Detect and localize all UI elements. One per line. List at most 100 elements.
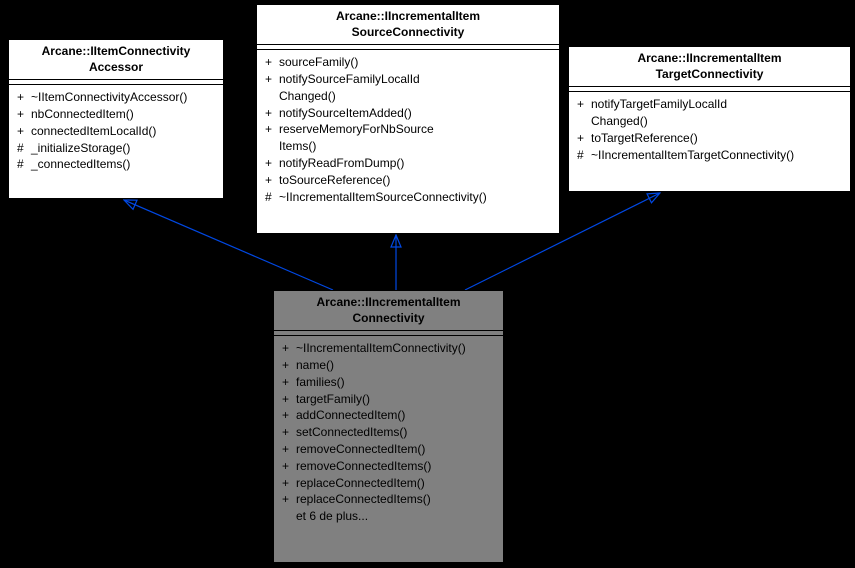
method-label: targetFamily(): [296, 391, 495, 408]
method-label: ~IIncrementalItemConnectivity(): [296, 340, 495, 357]
visibility-symbol: +: [265, 105, 279, 122]
method-row: +notifySourceFamilyLocalId: [265, 71, 551, 88]
method-label: replaceConnectedItem(): [296, 475, 495, 492]
method-label: ~IIncrementalItemTargetConnectivity(): [591, 147, 842, 164]
class-methods: +notifyTargetFamilyLocalIdChanged()+toTa…: [569, 92, 850, 167]
title-line1: Arcane::IItemConnectivity: [42, 44, 191, 58]
method-label: ~IItemConnectivityAccessor(): [31, 89, 215, 106]
method-row: +notifyReadFromDump(): [265, 155, 551, 172]
method-label: _connectedItems(): [31, 156, 215, 173]
method-label: ~IIncrementalItemSourceConnectivity(): [279, 189, 551, 206]
visibility-symbol: +: [577, 96, 591, 113]
method-row: #_connectedItems(): [17, 156, 215, 173]
method-row: +replaceConnectedItem(): [282, 475, 495, 492]
method-label: toSourceReference(): [279, 172, 551, 189]
visibility-symbol: +: [282, 491, 296, 508]
visibility-symbol: +: [282, 340, 296, 357]
visibility-symbol: +: [265, 121, 279, 138]
visibility-symbol: +: [282, 424, 296, 441]
uml-class-connectivity: Arcane::IIncrementalItem Connectivity +~…: [273, 290, 504, 563]
method-label: toTargetReference(): [591, 130, 842, 147]
visibility-symbol: +: [265, 172, 279, 189]
visibility-symbol: #: [17, 140, 31, 157]
visibility-symbol: +: [282, 458, 296, 475]
title-line1: Arcane::IIncrementalItem: [316, 295, 460, 309]
method-label: reserveMemoryForNbSource: [279, 121, 551, 138]
title-line1: Arcane::IIncrementalItem: [336, 9, 480, 23]
visibility-symbol: +: [17, 123, 31, 140]
visibility-symbol: +: [265, 71, 279, 88]
class-methods: +~IItemConnectivityAccessor()+nbConnecte…: [9, 85, 223, 177]
method-row: +removeConnectedItems(): [282, 458, 495, 475]
method-label: _initializeStorage(): [31, 140, 215, 157]
method-row: et 6 de plus...: [282, 508, 495, 525]
visibility-symbol: #: [17, 156, 31, 173]
visibility-symbol: +: [282, 391, 296, 408]
class-methods: +sourceFamily()+notifySourceFamilyLocalI…: [257, 50, 559, 209]
title-line2: Accessor: [89, 60, 143, 74]
title-line1: Arcane::IIncrementalItem: [637, 51, 781, 65]
uml-class-accessor: Arcane::IItemConnectivity Accessor +~IIt…: [8, 39, 224, 199]
method-label: connectedItemLocalId(): [31, 123, 215, 140]
method-row: +reserveMemoryForNbSource: [265, 121, 551, 138]
method-row-cont: Items(): [265, 138, 551, 155]
method-row: +nbConnectedItem(): [17, 106, 215, 123]
method-row: #~IIncrementalItemSourceConnectivity(): [265, 189, 551, 206]
method-label-cont: Changed(): [279, 88, 551, 105]
method-row: +name(): [282, 357, 495, 374]
method-row: +~IItemConnectivityAccessor(): [17, 89, 215, 106]
method-row: +removeConnectedItem(): [282, 441, 495, 458]
visibility-symbol: +: [265, 54, 279, 71]
method-label: notifyTargetFamilyLocalId: [591, 96, 842, 113]
method-label: et 6 de plus...: [296, 508, 495, 525]
title-line2: SourceConnectivity: [352, 25, 465, 39]
visibility-symbol: +: [17, 106, 31, 123]
method-label: name(): [296, 357, 495, 374]
class-title: Arcane::IIncrementalItem TargetConnectiv…: [569, 47, 850, 87]
method-label: replaceConnectedItems(): [296, 491, 495, 508]
method-label: families(): [296, 374, 495, 391]
uml-class-source: Arcane::IIncrementalItem SourceConnectiv…: [256, 4, 560, 234]
visibility-symbol: +: [265, 155, 279, 172]
method-label: setConnectedItems(): [296, 424, 495, 441]
method-label: addConnectedItem(): [296, 407, 495, 424]
method-label-cont: Changed(): [591, 113, 842, 130]
method-row: +~IIncrementalItemConnectivity(): [282, 340, 495, 357]
visibility-symbol: +: [282, 407, 296, 424]
method-row: +connectedItemLocalId(): [17, 123, 215, 140]
method-label: notifySourceFamilyLocalId: [279, 71, 551, 88]
class-title: Arcane::IIncrementalItem SourceConnectiv…: [257, 5, 559, 45]
method-row: +toSourceReference(): [265, 172, 551, 189]
title-line2: TargetConnectivity: [656, 67, 764, 81]
title-line2: Connectivity: [352, 311, 424, 325]
method-label-cont: Items(): [279, 138, 551, 155]
method-row: #~IIncrementalItemTargetConnectivity(): [577, 147, 842, 164]
method-label: nbConnectedItem(): [31, 106, 215, 123]
class-methods: +~IIncrementalItemConnectivity()+name()+…: [274, 336, 503, 529]
method-label: sourceFamily(): [279, 54, 551, 71]
method-row: +notifyTargetFamilyLocalId: [577, 96, 842, 113]
method-row: +setConnectedItems(): [282, 424, 495, 441]
method-row: #_initializeStorage(): [17, 140, 215, 157]
visibility-symbol: +: [282, 374, 296, 391]
visibility-symbol: #: [577, 147, 591, 164]
visibility-symbol: +: [282, 357, 296, 374]
method-label: notifyReadFromDump(): [279, 155, 551, 172]
visibility-symbol: +: [282, 475, 296, 492]
class-title: Arcane::IIncrementalItem Connectivity: [274, 291, 503, 331]
method-row: +notifySourceItemAdded(): [265, 105, 551, 122]
method-row: +sourceFamily(): [265, 54, 551, 71]
visibility-symbol: +: [17, 89, 31, 106]
method-label: notifySourceItemAdded(): [279, 105, 551, 122]
visibility-symbol: #: [265, 189, 279, 206]
method-row: +addConnectedItem(): [282, 407, 495, 424]
visibility-symbol: +: [577, 130, 591, 147]
method-row: +toTargetReference(): [577, 130, 842, 147]
method-row: +targetFamily(): [282, 391, 495, 408]
uml-class-target: Arcane::IIncrementalItem TargetConnectiv…: [568, 46, 851, 192]
method-label: removeConnectedItem(): [296, 441, 495, 458]
class-title: Arcane::IItemConnectivity Accessor: [9, 40, 223, 80]
method-row-cont: Changed(): [265, 88, 551, 105]
method-row: +replaceConnectedItems(): [282, 491, 495, 508]
method-label: removeConnectedItems(): [296, 458, 495, 475]
